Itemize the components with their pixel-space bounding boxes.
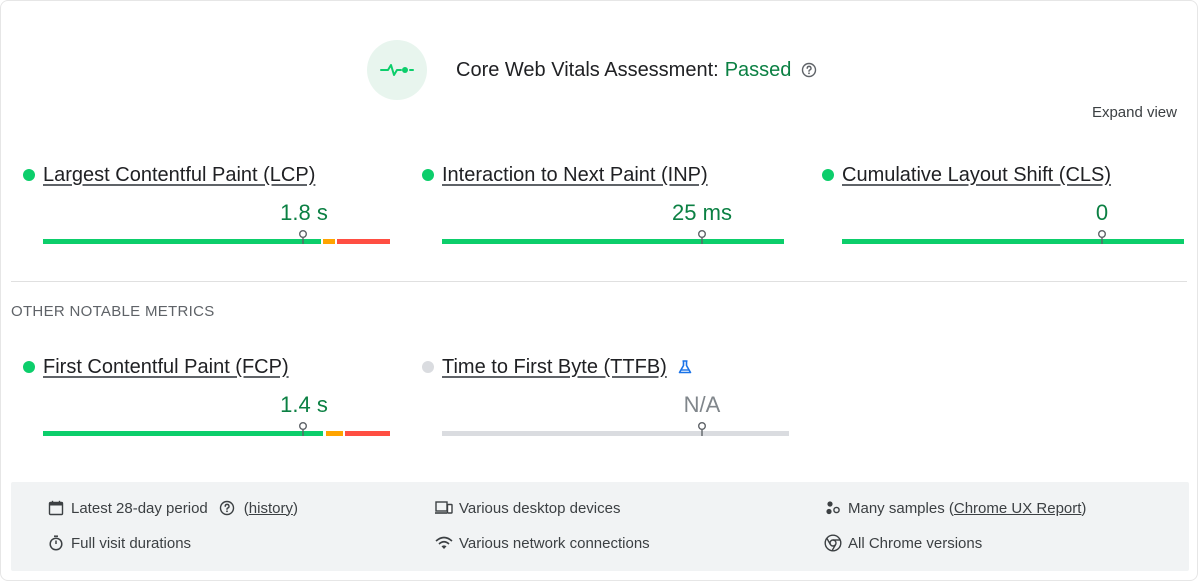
vitals-pulse-icon bbox=[367, 40, 427, 100]
good-status-dot-icon bbox=[23, 169, 35, 181]
devices-icon bbox=[435, 499, 453, 517]
chrome-versions-label: All Chrome versions bbox=[848, 534, 983, 552]
visit-duration-label: Full visit durations bbox=[71, 534, 192, 552]
samples-dots-icon bbox=[824, 499, 842, 517]
metric-fcp-value: 1.4 s bbox=[280, 392, 328, 417]
metric-inp-link[interactable]: Interaction to Next Paint (INP) bbox=[442, 163, 708, 186]
history-link[interactable]: history bbox=[248, 499, 293, 517]
good-status-dot-icon bbox=[422, 169, 434, 181]
metric-fcp-link[interactable]: First Contentful Paint (FCP) bbox=[43, 355, 289, 378]
metric-lcp: Largest Contentful Paint (LCP) bbox=[23, 163, 315, 187]
metric-ttfb-value: N/A bbox=[683, 392, 721, 417]
calendar-icon bbox=[47, 499, 65, 517]
chrome-icon bbox=[824, 534, 842, 552]
metric-inp: Interaction to Next Paint (INP) bbox=[422, 163, 708, 187]
percentile-marker-icon bbox=[299, 230, 307, 244]
good-status-dot-icon bbox=[23, 361, 35, 373]
wifi-icon bbox=[435, 534, 453, 552]
devices-info: Various desktop devices bbox=[435, 499, 620, 517]
metric-ttfb-distribution-bar bbox=[442, 431, 789, 436]
percentile-marker-icon bbox=[698, 422, 706, 436]
expand-view-button[interactable]: Expand view bbox=[1091, 104, 1177, 121]
good-status-dot-icon bbox=[822, 169, 834, 181]
metric-cls-link[interactable]: Cumulative Layout Shift (CLS) bbox=[842, 163, 1112, 186]
samples-prefix: Many samples ( bbox=[848, 499, 954, 517]
experimental-flask-icon bbox=[677, 359, 693, 375]
metric-lcp-link[interactable]: Largest Contentful Paint (LCP) bbox=[43, 163, 316, 186]
devices-label: Various desktop devices bbox=[459, 499, 621, 517]
percentile-marker-icon bbox=[698, 230, 706, 244]
assessment-header: Core Web Vitals Assessment: Passed bbox=[367, 40, 817, 100]
period-info: Latest 28-day period (history) bbox=[47, 499, 298, 517]
help-icon[interactable] bbox=[218, 499, 236, 517]
assessment-title: Core Web Vitals Assessment: bbox=[456, 58, 719, 81]
metric-cls: Cumulative Layout Shift (CLS) bbox=[822, 163, 1111, 187]
metric-fcp: First Contentful Paint (FCP) bbox=[23, 355, 289, 379]
network-info: Various network connections bbox=[435, 534, 650, 552]
percentile-marker-icon bbox=[299, 422, 307, 436]
metric-cls-distribution-bar bbox=[842, 239, 1184, 244]
chrome-versions-info: All Chrome versions bbox=[824, 534, 982, 552]
no-data-status-dot-icon bbox=[422, 361, 434, 373]
metric-lcp-value: 1.8 s bbox=[280, 200, 328, 225]
metric-inp-value: 25 ms bbox=[672, 200, 732, 225]
percentile-marker-icon bbox=[1098, 230, 1106, 244]
metric-fcp-distribution-bar bbox=[43, 431, 390, 436]
assessment-status: Passed bbox=[724, 58, 792, 81]
metric-lcp-distribution-bar bbox=[43, 239, 390, 244]
section-divider bbox=[11, 281, 1187, 282]
samples-info: Many samples (Chrome UX Report) bbox=[824, 499, 1086, 517]
network-label: Various network connections bbox=[459, 534, 650, 552]
visit-duration-info: Full visit durations bbox=[47, 534, 191, 552]
history-paren-open: ( bbox=[243, 499, 249, 517]
period-label: Latest 28-day period bbox=[71, 499, 208, 517]
help-icon[interactable] bbox=[801, 62, 817, 78]
metric-inp-distribution-bar bbox=[442, 239, 784, 244]
history-paren-close: ) bbox=[292, 499, 298, 517]
metric-ttfb-link[interactable]: Time to First Byte (TTFB) bbox=[442, 355, 667, 378]
data-source-footer: Latest 28-day period (history) Full visi… bbox=[11, 482, 1189, 571]
metric-ttfb: Time to First Byte (TTFB) bbox=[422, 355, 693, 379]
samples-suffix: ) bbox=[1081, 499, 1087, 517]
metric-cls-value: 0 bbox=[1095, 200, 1109, 225]
chrome-ux-report-link[interactable]: Chrome UX Report bbox=[953, 499, 1082, 517]
other-metrics-heading: OTHER NOTABLE METRICS bbox=[11, 303, 215, 320]
stopwatch-icon bbox=[47, 534, 65, 552]
